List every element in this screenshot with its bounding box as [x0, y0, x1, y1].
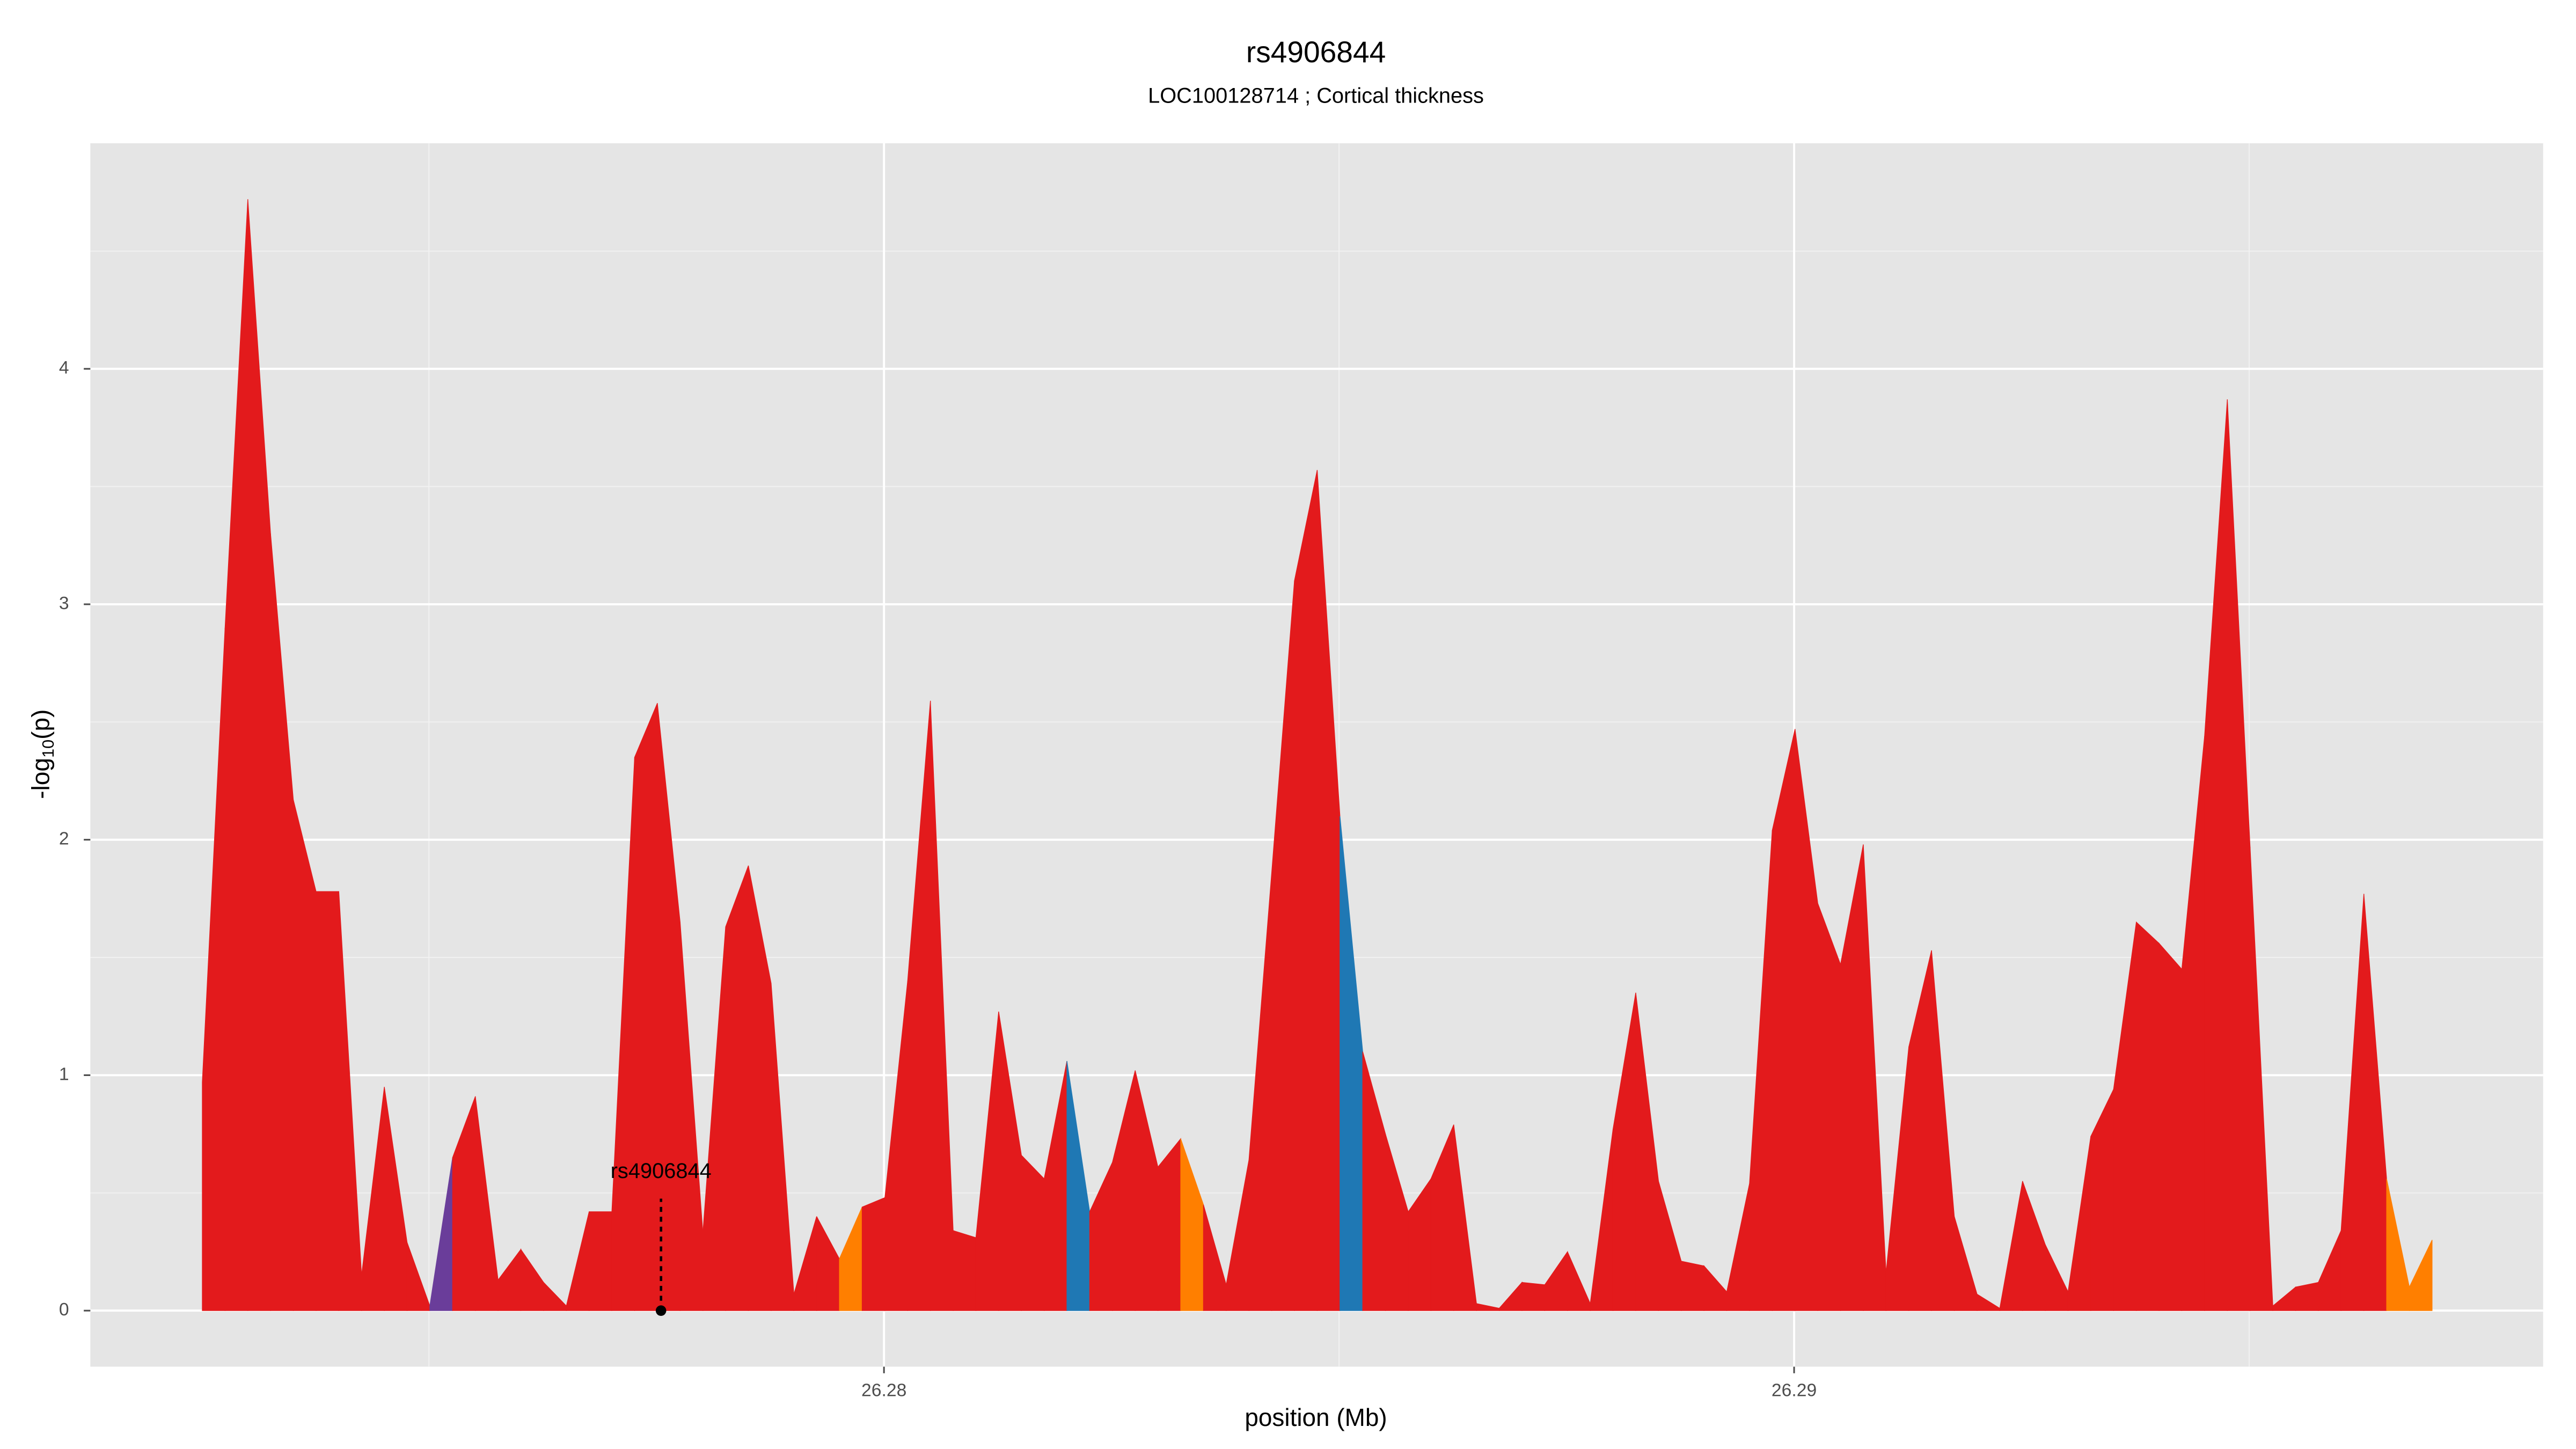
- area-segment: [861, 1197, 885, 1311]
- area-segment: [1021, 1154, 1045, 1311]
- chart-title: rs4906844: [1246, 35, 1386, 69]
- y-axis-label: -log10(p): [27, 709, 57, 799]
- area-segment: [2136, 921, 2160, 1311]
- area-segment: [1772, 729, 1796, 1311]
- annotation-label: rs4906844: [611, 1159, 712, 1183]
- area-segment: [634, 703, 658, 1311]
- y-label-part: (p): [27, 709, 55, 740]
- area-segment: [1817, 903, 1841, 1311]
- x-axis-label: position (Mb): [1245, 1403, 1387, 1431]
- area-segment: [725, 865, 749, 1311]
- x-tick-label: 26.28: [861, 1380, 906, 1400]
- y-tick-label: 4: [59, 357, 69, 378]
- area-segment: [2295, 1282, 2319, 1311]
- y-label-part: -log: [27, 758, 55, 799]
- area-segment: [1521, 1282, 1546, 1311]
- y-label-subscript: 10: [39, 740, 57, 758]
- area-segment: [2158, 942, 2183, 1311]
- x-tick-label: 26.29: [1772, 1380, 1817, 1400]
- area-segment: [316, 891, 339, 1311]
- y-tick-label: 0: [59, 1299, 69, 1320]
- area-segment: [589, 1211, 612, 1311]
- annotation-point: [655, 1305, 667, 1316]
- y-tick-label: 3: [59, 593, 69, 613]
- y-tick-label: 2: [59, 829, 69, 849]
- area-segment: [953, 1230, 977, 1311]
- area-segment: [1681, 1261, 1704, 1311]
- area-segment: [1294, 470, 1318, 1311]
- y-tick-label: 1: [59, 1064, 69, 1084]
- chart-subtitle: LOC100128714 ; Cortical thickness: [1148, 84, 1484, 108]
- area-segment: [1158, 1138, 1181, 1311]
- area-segment: [2409, 1240, 2433, 1311]
